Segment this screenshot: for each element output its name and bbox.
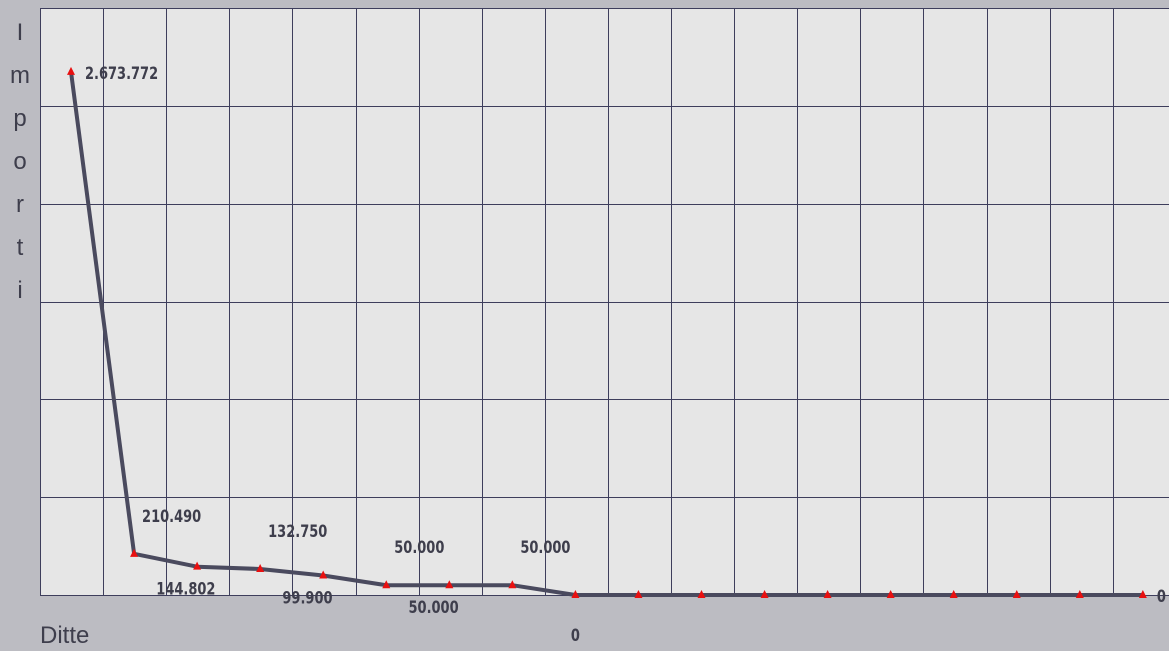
data-point-marker bbox=[193, 561, 202, 570]
data-label: 132.750 bbox=[268, 521, 327, 541]
y-axis-label-letter: t bbox=[17, 234, 24, 261]
data-point-marker bbox=[823, 590, 832, 598]
data-point-marker bbox=[67, 66, 75, 75]
y-axis-label-letter: p bbox=[13, 105, 26, 132]
plot-area bbox=[40, 8, 1169, 595]
data-point-marker bbox=[1075, 590, 1084, 598]
y-axis-label-letter: i bbox=[17, 277, 22, 304]
data-point-marker bbox=[949, 590, 958, 598]
data-point-marker bbox=[634, 590, 643, 598]
data-label: 210.490 bbox=[142, 506, 201, 526]
y-axis-label-letter: r bbox=[16, 191, 24, 218]
data-label: 50.000 bbox=[409, 597, 459, 617]
data-point-marker bbox=[130, 548, 139, 557]
data-point-marker bbox=[319, 570, 328, 579]
data-point-marker bbox=[571, 590, 580, 598]
data-point-marker bbox=[1138, 590, 1147, 598]
marker-layer bbox=[67, 66, 1147, 598]
y-axis-label-letter: m bbox=[10, 62, 30, 89]
data-label-layer: 2.673.772 210.490 144.802 132.750 99.900 50.0… bbox=[85, 63, 1166, 646]
series-line-layer bbox=[69, 69, 1145, 597]
series-line bbox=[69, 69, 1145, 597]
data-point-marker bbox=[760, 590, 769, 598]
data-label: 0 bbox=[1157, 586, 1166, 606]
data-label: 0 bbox=[571, 625, 580, 645]
data-label: 50.000 bbox=[394, 537, 444, 557]
data-point-marker bbox=[256, 564, 265, 573]
data-label: 2.673.772 bbox=[85, 63, 158, 83]
data-point-marker bbox=[508, 580, 517, 589]
data-label: 99.900 bbox=[282, 587, 332, 607]
data-label: 50.000 bbox=[520, 537, 570, 557]
data-label: 144.802 bbox=[156, 579, 215, 599]
y-axis-label-letter: o bbox=[13, 148, 26, 175]
data-point-marker bbox=[1012, 590, 1021, 598]
data-point-marker bbox=[382, 580, 391, 589]
data-point-marker bbox=[886, 590, 895, 598]
data-point-marker bbox=[445, 580, 454, 589]
y-axis-label-letter: I bbox=[17, 19, 24, 46]
x-axis-label: Ditte bbox=[40, 622, 89, 649]
data-point-marker bbox=[697, 590, 706, 598]
